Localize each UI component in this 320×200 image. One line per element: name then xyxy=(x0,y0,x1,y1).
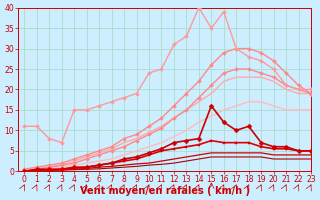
X-axis label: Vent moyen/en rafales ( km/h ): Vent moyen/en rafales ( km/h ) xyxy=(80,186,250,196)
